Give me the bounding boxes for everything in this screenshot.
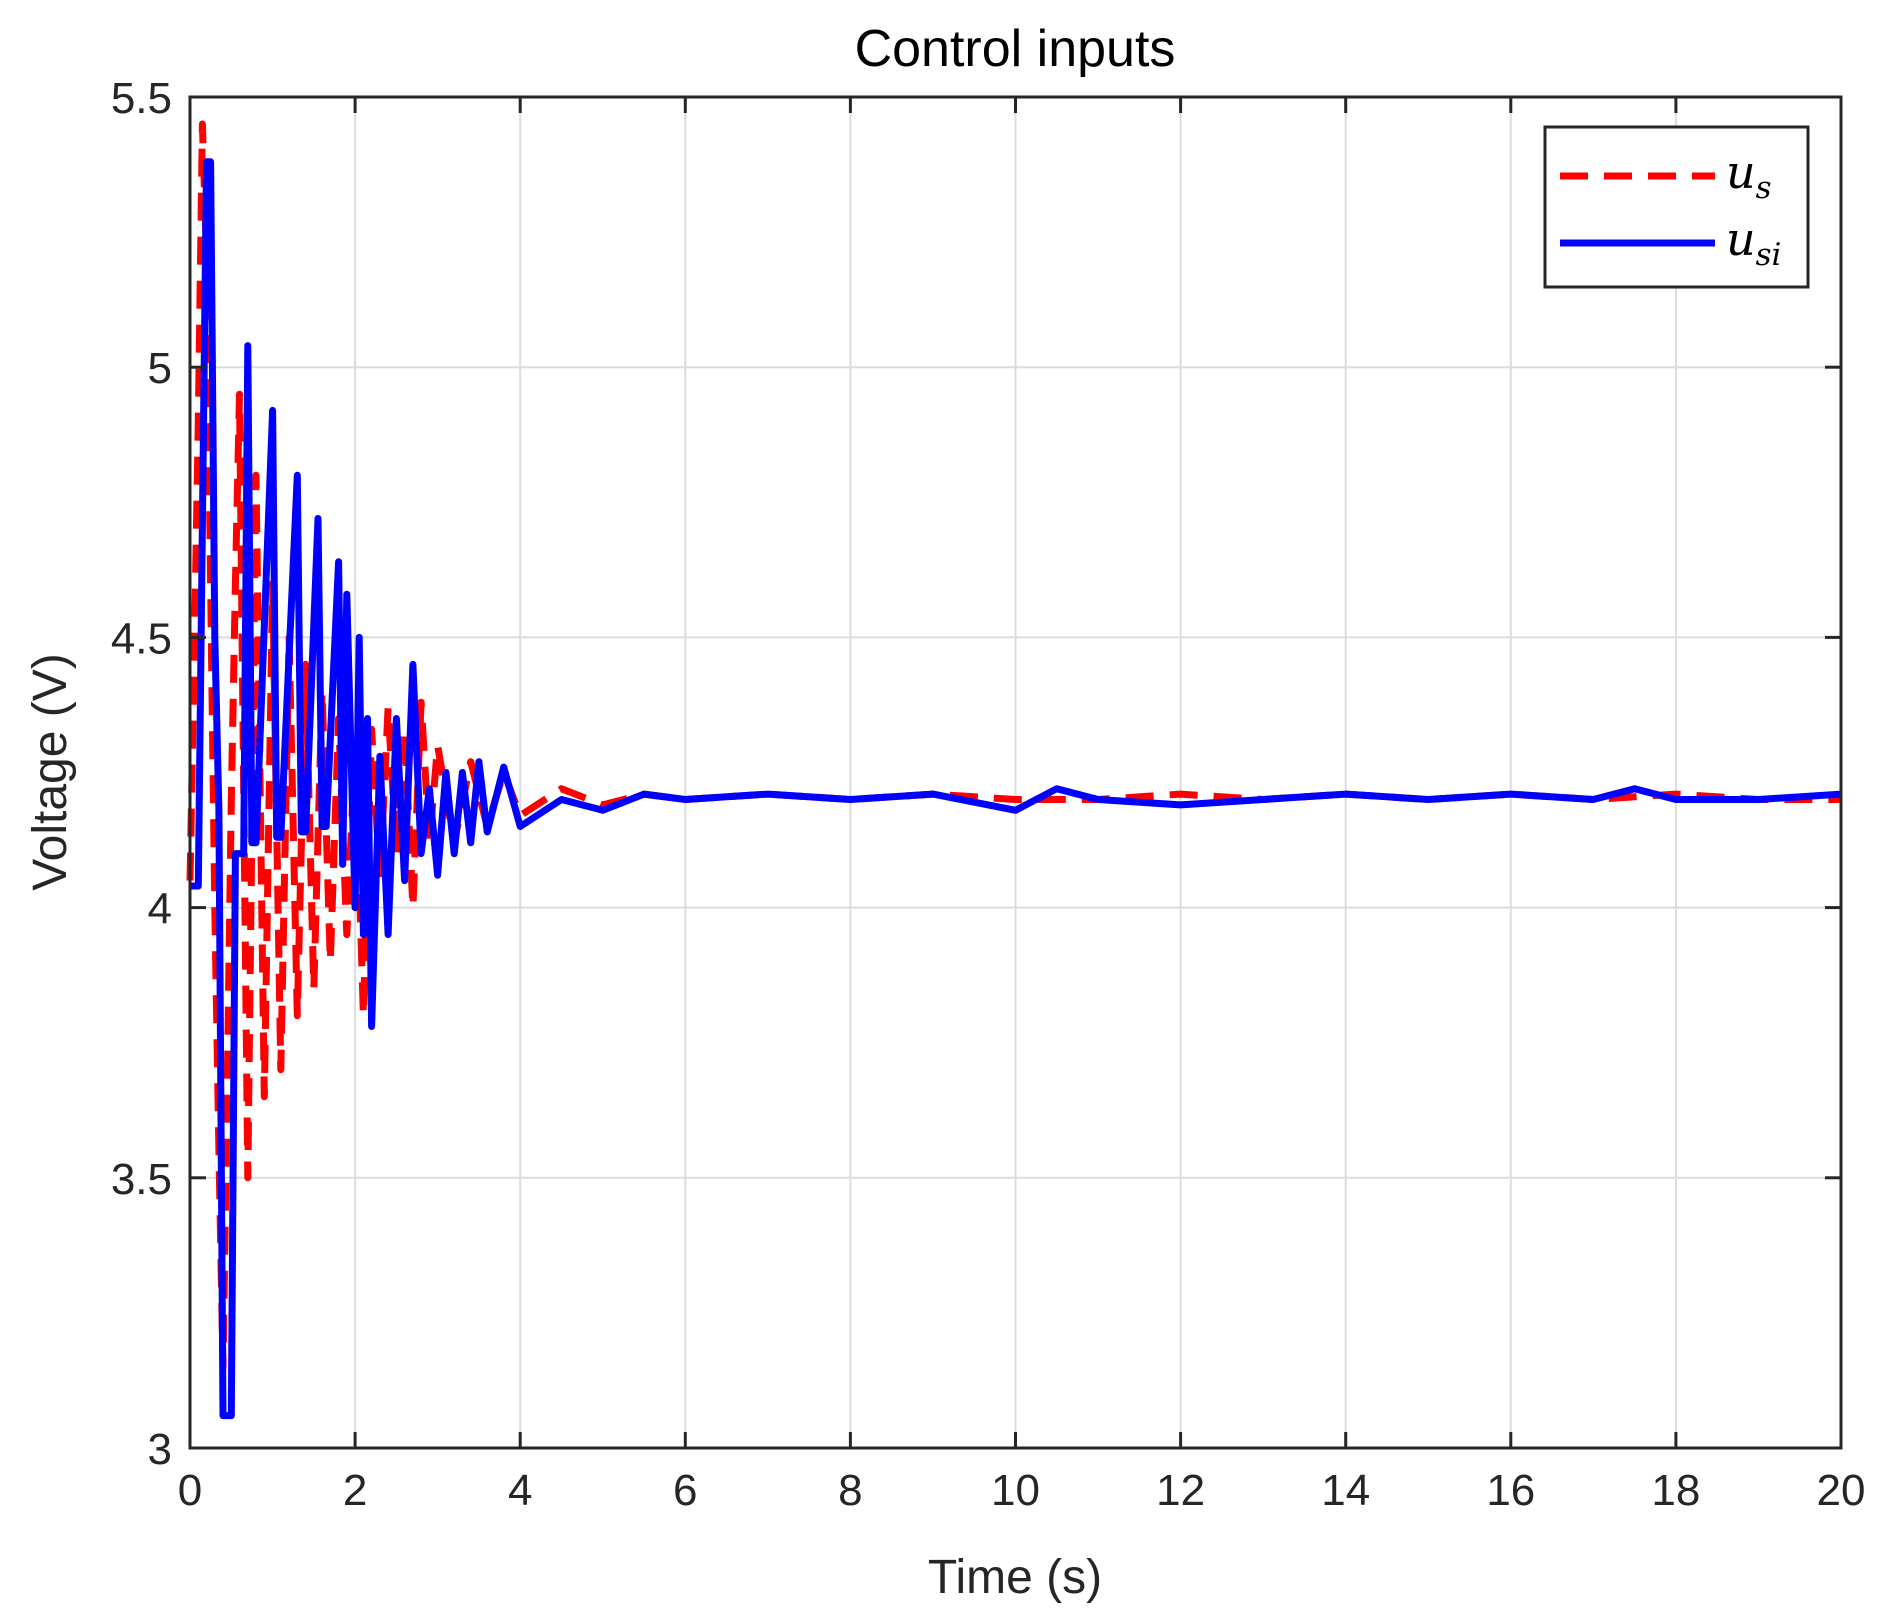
x-tick-label: 0 <box>178 1466 202 1515</box>
legend: us usi <box>1543 125 1810 289</box>
x-tick-label: 6 <box>673 1466 697 1515</box>
x-tick-label: 8 <box>838 1466 862 1515</box>
series-line-us <box>186 120 1841 1371</box>
y-tick-label: 4.5 <box>111 614 172 663</box>
legend-label-us: us <box>1726 145 1772 206</box>
legend-box <box>1543 125 1810 289</box>
x-tick-label: 16 <box>1486 1466 1535 1515</box>
tick-layer: 0 2 4 6 8 10 12 14 16 18 20 3 3.5 4 4.5 5 5.5 <box>111 74 1866 1515</box>
x-tick-label: 12 <box>1156 1466 1205 1515</box>
y-tick-label: 5.5 <box>111 74 172 123</box>
series-line-usi <box>190 158 1842 1420</box>
x-tick-label: 14 <box>1321 1466 1370 1515</box>
y-tick-label: 5 <box>148 344 172 393</box>
x-tick-label: 20 <box>1817 1466 1866 1515</box>
legend-label-usi: usi <box>1726 212 1781 273</box>
y-tick-label: 3 <box>148 1425 172 1474</box>
y-tick-label: 3.5 <box>111 1155 172 1204</box>
series-layer <box>186 120 1842 1420</box>
y-axis-label: Voltage (V) <box>24 653 77 890</box>
chart-title: Control inputs <box>855 20 1176 78</box>
x-tick-label: 2 <box>343 1466 367 1515</box>
x-axis-label: Time (s) <box>928 1551 1102 1604</box>
x-tick-label: 4 <box>508 1466 532 1515</box>
x-tick-label: 18 <box>1651 1466 1700 1515</box>
y-tick-label: 4 <box>148 885 172 934</box>
x-tick-label: 10 <box>991 1466 1040 1515</box>
